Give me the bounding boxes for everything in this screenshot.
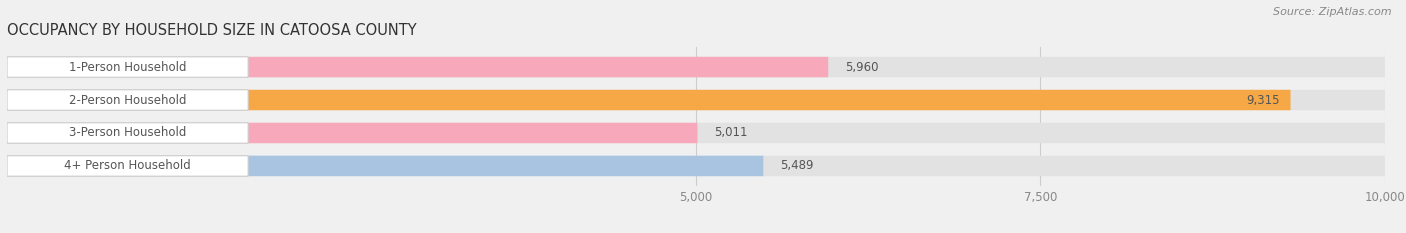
Text: 3-Person Household: 3-Person Household: [69, 127, 186, 140]
FancyBboxPatch shape: [7, 90, 249, 110]
FancyBboxPatch shape: [7, 57, 828, 77]
FancyBboxPatch shape: [7, 156, 249, 176]
FancyBboxPatch shape: [7, 90, 1385, 110]
FancyBboxPatch shape: [7, 90, 1291, 110]
FancyBboxPatch shape: [7, 123, 249, 143]
Text: 9,315: 9,315: [1246, 93, 1279, 106]
FancyBboxPatch shape: [7, 57, 249, 77]
FancyBboxPatch shape: [7, 57, 1385, 77]
Text: 5,960: 5,960: [845, 61, 879, 74]
Text: OCCUPANCY BY HOUSEHOLD SIZE IN CATOOSA COUNTY: OCCUPANCY BY HOUSEHOLD SIZE IN CATOOSA C…: [7, 24, 416, 38]
Text: 5,489: 5,489: [780, 159, 814, 172]
Text: 4+ Person Household: 4+ Person Household: [65, 159, 191, 172]
Text: Source: ZipAtlas.com: Source: ZipAtlas.com: [1274, 7, 1392, 17]
Text: 2-Person Household: 2-Person Household: [69, 93, 187, 106]
FancyBboxPatch shape: [7, 123, 697, 143]
Text: 1-Person Household: 1-Person Household: [69, 61, 187, 74]
Text: 5,011: 5,011: [714, 127, 748, 140]
FancyBboxPatch shape: [7, 156, 1385, 176]
FancyBboxPatch shape: [7, 123, 1385, 143]
FancyBboxPatch shape: [7, 156, 763, 176]
